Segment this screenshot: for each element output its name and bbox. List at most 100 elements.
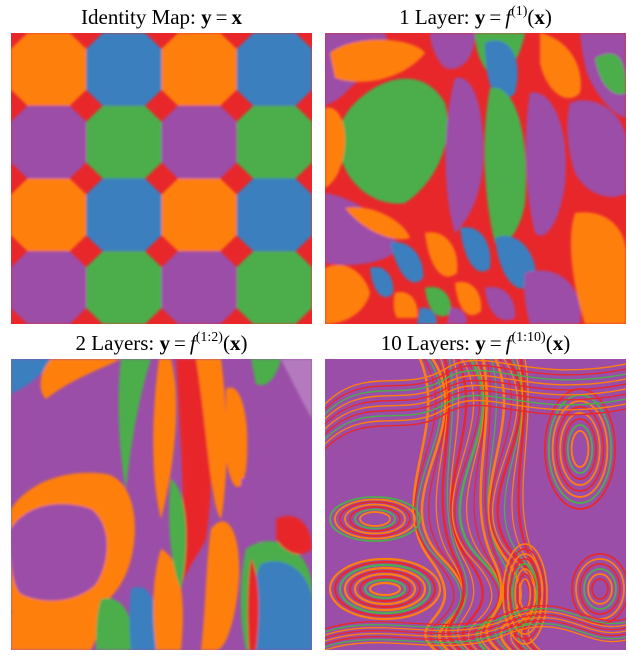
- title-paren-close: ): [544, 5, 552, 29]
- swirl-band: [325, 374, 626, 420]
- swirl-band: [325, 364, 626, 410]
- swirl-band: [325, 614, 626, 639]
- swirl-band: [583, 568, 617, 610]
- swirl-band: [325, 359, 626, 405]
- swirl-band: [479, 359, 503, 650]
- swirl-band: [329, 496, 421, 542]
- title-function: f: [505, 331, 512, 355]
- swirl-band: [359, 511, 391, 527]
- swirl-band: [428, 359, 465, 650]
- swirl-band: [516, 573, 534, 615]
- swirl-band: [338, 563, 432, 615]
- identity-region: [86, 105, 162, 179]
- panel-title-identity: Identity Map: y = x: [11, 2, 312, 32]
- layer2-map-image: [11, 359, 312, 650]
- panel-title-layer1: 1 Layer: y = f(1)(x): [325, 2, 626, 32]
- swirl-band: [368, 581, 402, 597]
- title-arg: x: [552, 331, 564, 355]
- swirl-band: [454, 359, 500, 650]
- identity-region: [236, 33, 312, 106]
- swirl-band: [344, 503, 406, 535]
- identity-region: [236, 251, 312, 324]
- swirl-band: [325, 384, 626, 430]
- swirl-band: [363, 578, 407, 600]
- swirl-band: [325, 394, 626, 440]
- identity-region: [161, 105, 237, 179]
- swirl-band: [441, 359, 465, 650]
- title-function: f: [505, 5, 512, 29]
- title-prefix: 1 Layer:: [399, 5, 475, 29]
- title-paren-open: (: [222, 331, 230, 355]
- swirl-band: [325, 369, 626, 415]
- swirl-band: [570, 430, 590, 468]
- swirl-band: [575, 558, 625, 620]
- swirl-band: [566, 424, 594, 474]
- swirl-band: [334, 498, 416, 540]
- swirl-band: [343, 566, 427, 612]
- swirl-band: [587, 573, 613, 605]
- layer10-map-image: [325, 359, 626, 650]
- identity-region: [161, 251, 237, 324]
- title-lhs: y: [475, 331, 486, 355]
- swirl-band: [325, 605, 626, 630]
- title-equals: =: [489, 5, 502, 29]
- title-lhs: y: [201, 5, 212, 29]
- identity-region: [161, 178, 237, 252]
- identity-region: [86, 178, 162, 252]
- title-function: f: [189, 331, 196, 355]
- swirl-band: [544, 388, 616, 510]
- swirl-band: [414, 359, 455, 650]
- swirl-band: [325, 389, 626, 435]
- title-lhs: y: [474, 5, 486, 29]
- swirl-band: [579, 563, 621, 615]
- identity-region: [236, 178, 312, 252]
- swirl-band: [492, 359, 538, 650]
- swirl-band: [325, 404, 626, 450]
- swirl-band: [353, 572, 417, 606]
- identity-region: [236, 105, 312, 179]
- panel-title-layer2: 2 Layers: y = f(1:2)(x): [11, 328, 312, 358]
- title-paren-open: (: [527, 5, 535, 29]
- swirl-band: [435, 359, 464, 650]
- title-paren-close: ): [563, 331, 571, 355]
- panel-layer10: 10 Layers: y = f(1:10)(x): [325, 328, 626, 657]
- swirl-band: [420, 359, 466, 650]
- title-lhs: y: [159, 331, 171, 355]
- panel-layer1: 1 Layer: y = f(1)(x): [325, 2, 626, 324]
- swirl-band: [325, 608, 626, 633]
- layer1-map-image: [325, 33, 626, 324]
- identity-map-image: [11, 33, 312, 324]
- swirl-band: [502, 543, 548, 645]
- swirl-band: [522, 359, 544, 650]
- title-prefix: 10 Layers:: [380, 331, 476, 355]
- title-paren-open: (: [545, 331, 553, 355]
- identity-region: [161, 33, 237, 106]
- swirl-band: [509, 558, 541, 630]
- swirl-band: [328, 557, 442, 621]
- swirl-band: [416, 359, 462, 650]
- title-arg: x: [534, 5, 545, 29]
- identity-region: [11, 105, 87, 179]
- title-prefix: 2 Layers:: [75, 331, 160, 355]
- swirl-band: [325, 617, 626, 642]
- swirl-band: [511, 563, 539, 625]
- title-equals: =: [174, 331, 186, 355]
- panel-layer2: 2 Layers: y = f(1:2)(x): [11, 328, 312, 657]
- title-equals: =: [489, 331, 502, 355]
- swirl-band: [563, 418, 597, 480]
- title-prefix: Identity Map:: [81, 5, 202, 29]
- panel-identity: Identity Map: y = x: [11, 2, 312, 324]
- swirl-band: [354, 508, 396, 530]
- title-arg: x: [231, 5, 243, 29]
- swirl-band: [555, 406, 605, 492]
- title-arg: x: [229, 331, 241, 355]
- title-paren-close: ): [240, 331, 248, 355]
- identity-region: [11, 251, 87, 324]
- swirl-band: [559, 412, 601, 486]
- swirl-band: [458, 359, 504, 650]
- swirl-band: [547, 394, 613, 504]
- swirl-band: [348, 569, 422, 609]
- swirl-band: [591, 578, 609, 600]
- swirl-band: [333, 560, 437, 618]
- swirl-band: [484, 359, 506, 650]
